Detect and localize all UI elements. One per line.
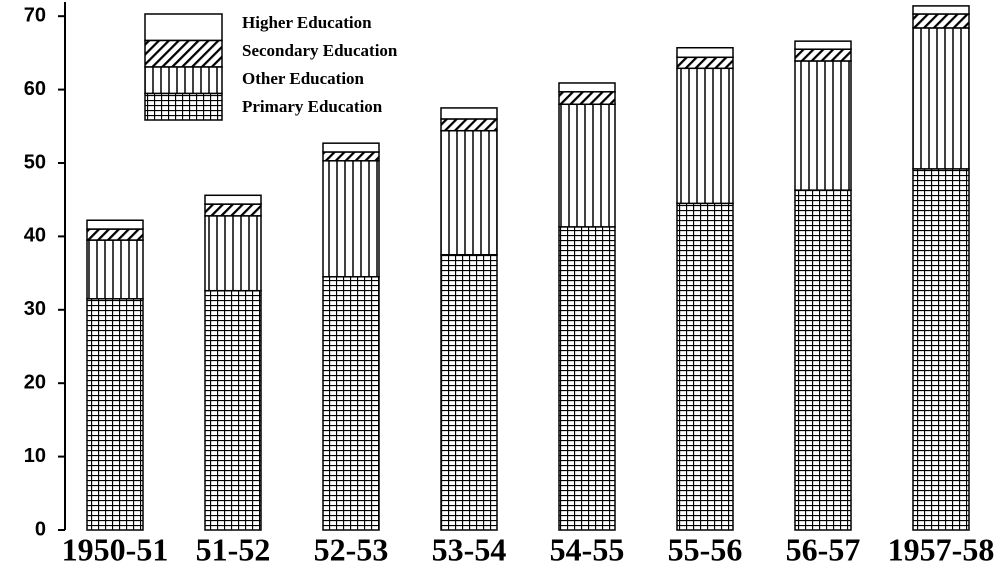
bar-segment (322, 276, 380, 531)
y-tick-label: 70 (24, 4, 46, 26)
x-tick-label: 54-55 (550, 531, 625, 567)
bar-segment (558, 103, 616, 228)
bar-segment (912, 5, 970, 15)
y-tick-label: 40 (24, 225, 46, 247)
y-tick-label: 30 (24, 298, 46, 320)
x-tick-label: 51-52 (196, 531, 271, 567)
bar-segment (204, 215, 262, 292)
bar-segment (676, 46, 734, 59)
y-tick-label: 50 (24, 151, 46, 173)
y-tick-label: 20 (24, 371, 46, 393)
bar-segment (676, 56, 734, 70)
bar-segment (912, 168, 970, 531)
y-tick-label: 10 (24, 445, 46, 467)
bar-segment (86, 298, 144, 531)
bar-segment (440, 107, 498, 120)
bar-segment (204, 194, 262, 205)
bar-segment (322, 151, 380, 162)
bar-segment (440, 118, 498, 132)
bar-segment (558, 226, 616, 531)
bar-segment (204, 289, 262, 531)
legend-label: Secondary Education (242, 41, 398, 60)
bar-segment (440, 129, 498, 256)
legend-swatch (144, 13, 223, 42)
bar-segment (794, 189, 852, 531)
bar-segment (794, 60, 852, 191)
bar-segment (794, 40, 852, 50)
legend-swatch (144, 39, 223, 68)
bar-segment (912, 27, 970, 170)
y-tick-label: 60 (24, 78, 46, 100)
legend-swatch (144, 66, 223, 95)
bar-segment (558, 82, 616, 93)
x-tick-label: 52-53 (314, 531, 389, 567)
bar-segment (794, 48, 852, 62)
x-tick-label: 56-57 (786, 531, 861, 567)
y-tick-label: 0 (35, 518, 46, 540)
bar-segment (86, 239, 144, 300)
x-tick-label: 1950-51 (62, 531, 169, 567)
bar-segment (86, 228, 144, 241)
legend-label: Higher Education (242, 13, 372, 32)
legend-label: Primary Education (242, 97, 383, 116)
x-tick-label: 1957-58 (888, 531, 995, 567)
bar-segment (440, 253, 498, 531)
bar-segment (204, 203, 262, 217)
x-tick-label: 53-54 (432, 531, 507, 567)
legend-swatch (144, 92, 223, 121)
bar-segment (912, 13, 970, 29)
bar-segment (86, 219, 144, 230)
bar-segment (558, 91, 616, 106)
bar-segment (676, 67, 734, 205)
bar-segment (322, 142, 380, 153)
bar-segment (322, 160, 380, 278)
bar-segment (676, 202, 734, 531)
legend-label: Other Education (242, 69, 365, 88)
x-tick-label: 55-56 (668, 531, 743, 567)
